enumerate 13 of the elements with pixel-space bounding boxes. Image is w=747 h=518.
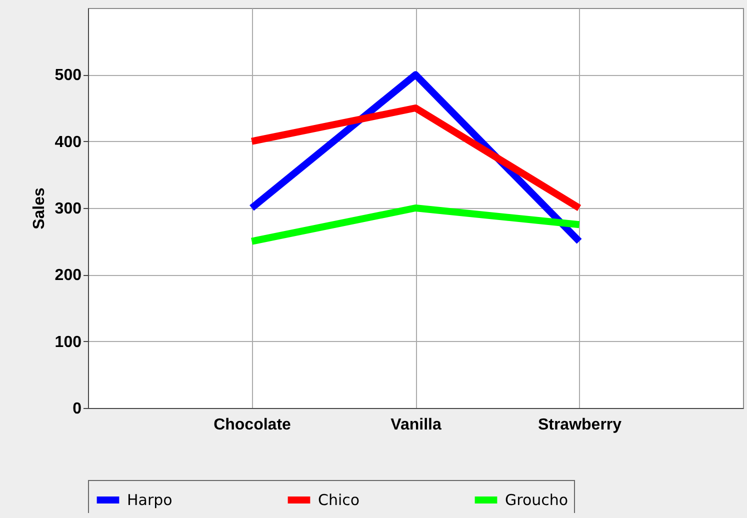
legend-label: Harpo bbox=[127, 491, 172, 509]
y-tick-label: 100 bbox=[54, 334, 82, 351]
y-axis-title: Sales bbox=[30, 187, 48, 230]
y-tick-label: 200 bbox=[54, 267, 82, 284]
x-tick-label: Strawberry bbox=[538, 416, 622, 434]
y-tick-label: 300 bbox=[54, 200, 82, 218]
legend-label: Groucho bbox=[505, 491, 568, 509]
legend-label: Chico bbox=[318, 491, 360, 509]
y-tick-label: 400 bbox=[54, 134, 82, 151]
x-tick-label: Vanilla bbox=[390, 416, 442, 434]
x-tick-label: Chocolate bbox=[214, 416, 292, 434]
y-tick-label: 0 bbox=[72, 400, 82, 418]
y-tick-label: 500 bbox=[54, 67, 82, 84]
